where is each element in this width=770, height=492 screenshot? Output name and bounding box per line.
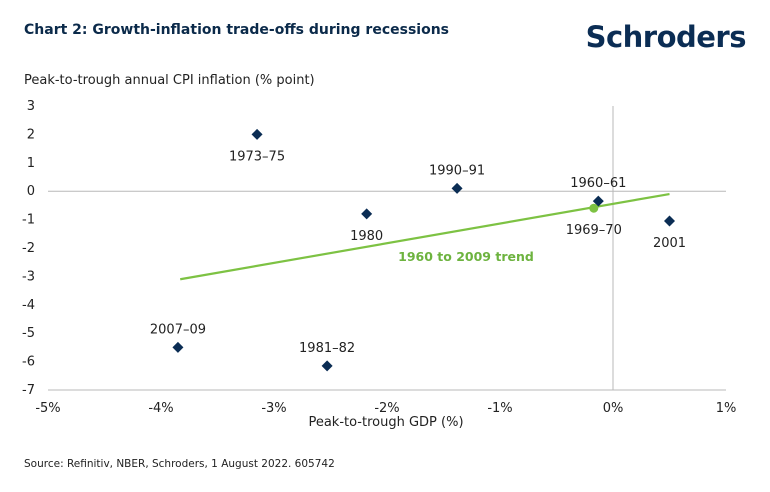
scatter-point (451, 182, 463, 194)
scatter-point (664, 215, 675, 227)
trend-line (180, 192, 670, 281)
y-tick-label: -5 (22, 326, 35, 341)
y-axis-label: Peak-to-trough annual CPI inflation (% p… (24, 73, 315, 88)
point-label: 1973–75 (229, 149, 285, 164)
y-tick-label: -2 (22, 241, 35, 256)
x-tick-label: -1% (487, 401, 512, 416)
y-tick-label: -6 (22, 355, 35, 370)
trend-label: 1960 to 2009 trend (398, 249, 534, 264)
x-tick-label: 1% (716, 401, 737, 416)
y-tick-label: 0 (27, 184, 35, 199)
x-tick-label: -3% (261, 401, 286, 416)
y-tick-label: -3 (22, 269, 35, 284)
point-label: 1960–61 (570, 176, 626, 191)
schroders-logo: Schroders (585, 20, 747, 54)
point-label: 1980 (350, 229, 383, 244)
point-label: 2007–09 (150, 322, 206, 337)
x-axis-label: Peak-to-trough GDP (%) (308, 415, 463, 430)
x-tick-label: -5% (35, 401, 60, 416)
scatter-point (251, 128, 263, 140)
point-label: 1969–70 (566, 223, 622, 238)
y-tick-label: -7 (22, 383, 35, 398)
scatter-point (361, 208, 373, 220)
scatter-point (321, 360, 333, 372)
scatter-point (172, 341, 184, 353)
point-label: 1990–91 (429, 163, 485, 178)
point-label: 1981–82 (299, 341, 355, 356)
x-tick-label: -2% (374, 401, 399, 416)
y-tick-label: -1 (22, 213, 35, 228)
scatter-point (592, 195, 604, 207)
chart-title: Chart 2: Growth-inflation trade-offs dur… (24, 22, 449, 38)
y-tick-label: 3 (27, 99, 35, 114)
scatter-point (589, 203, 599, 213)
x-tick-label: -4% (148, 401, 173, 416)
point-label: 2001 (653, 236, 686, 251)
y-tick-label: 2 (27, 127, 35, 142)
source-note: Source: Refinitiv, NBER, Schroders, 1 Au… (24, 458, 335, 470)
x-tick-label: 0% (603, 401, 624, 416)
y-tick-label: 1 (27, 156, 35, 171)
y-tick-label: -4 (22, 298, 35, 313)
